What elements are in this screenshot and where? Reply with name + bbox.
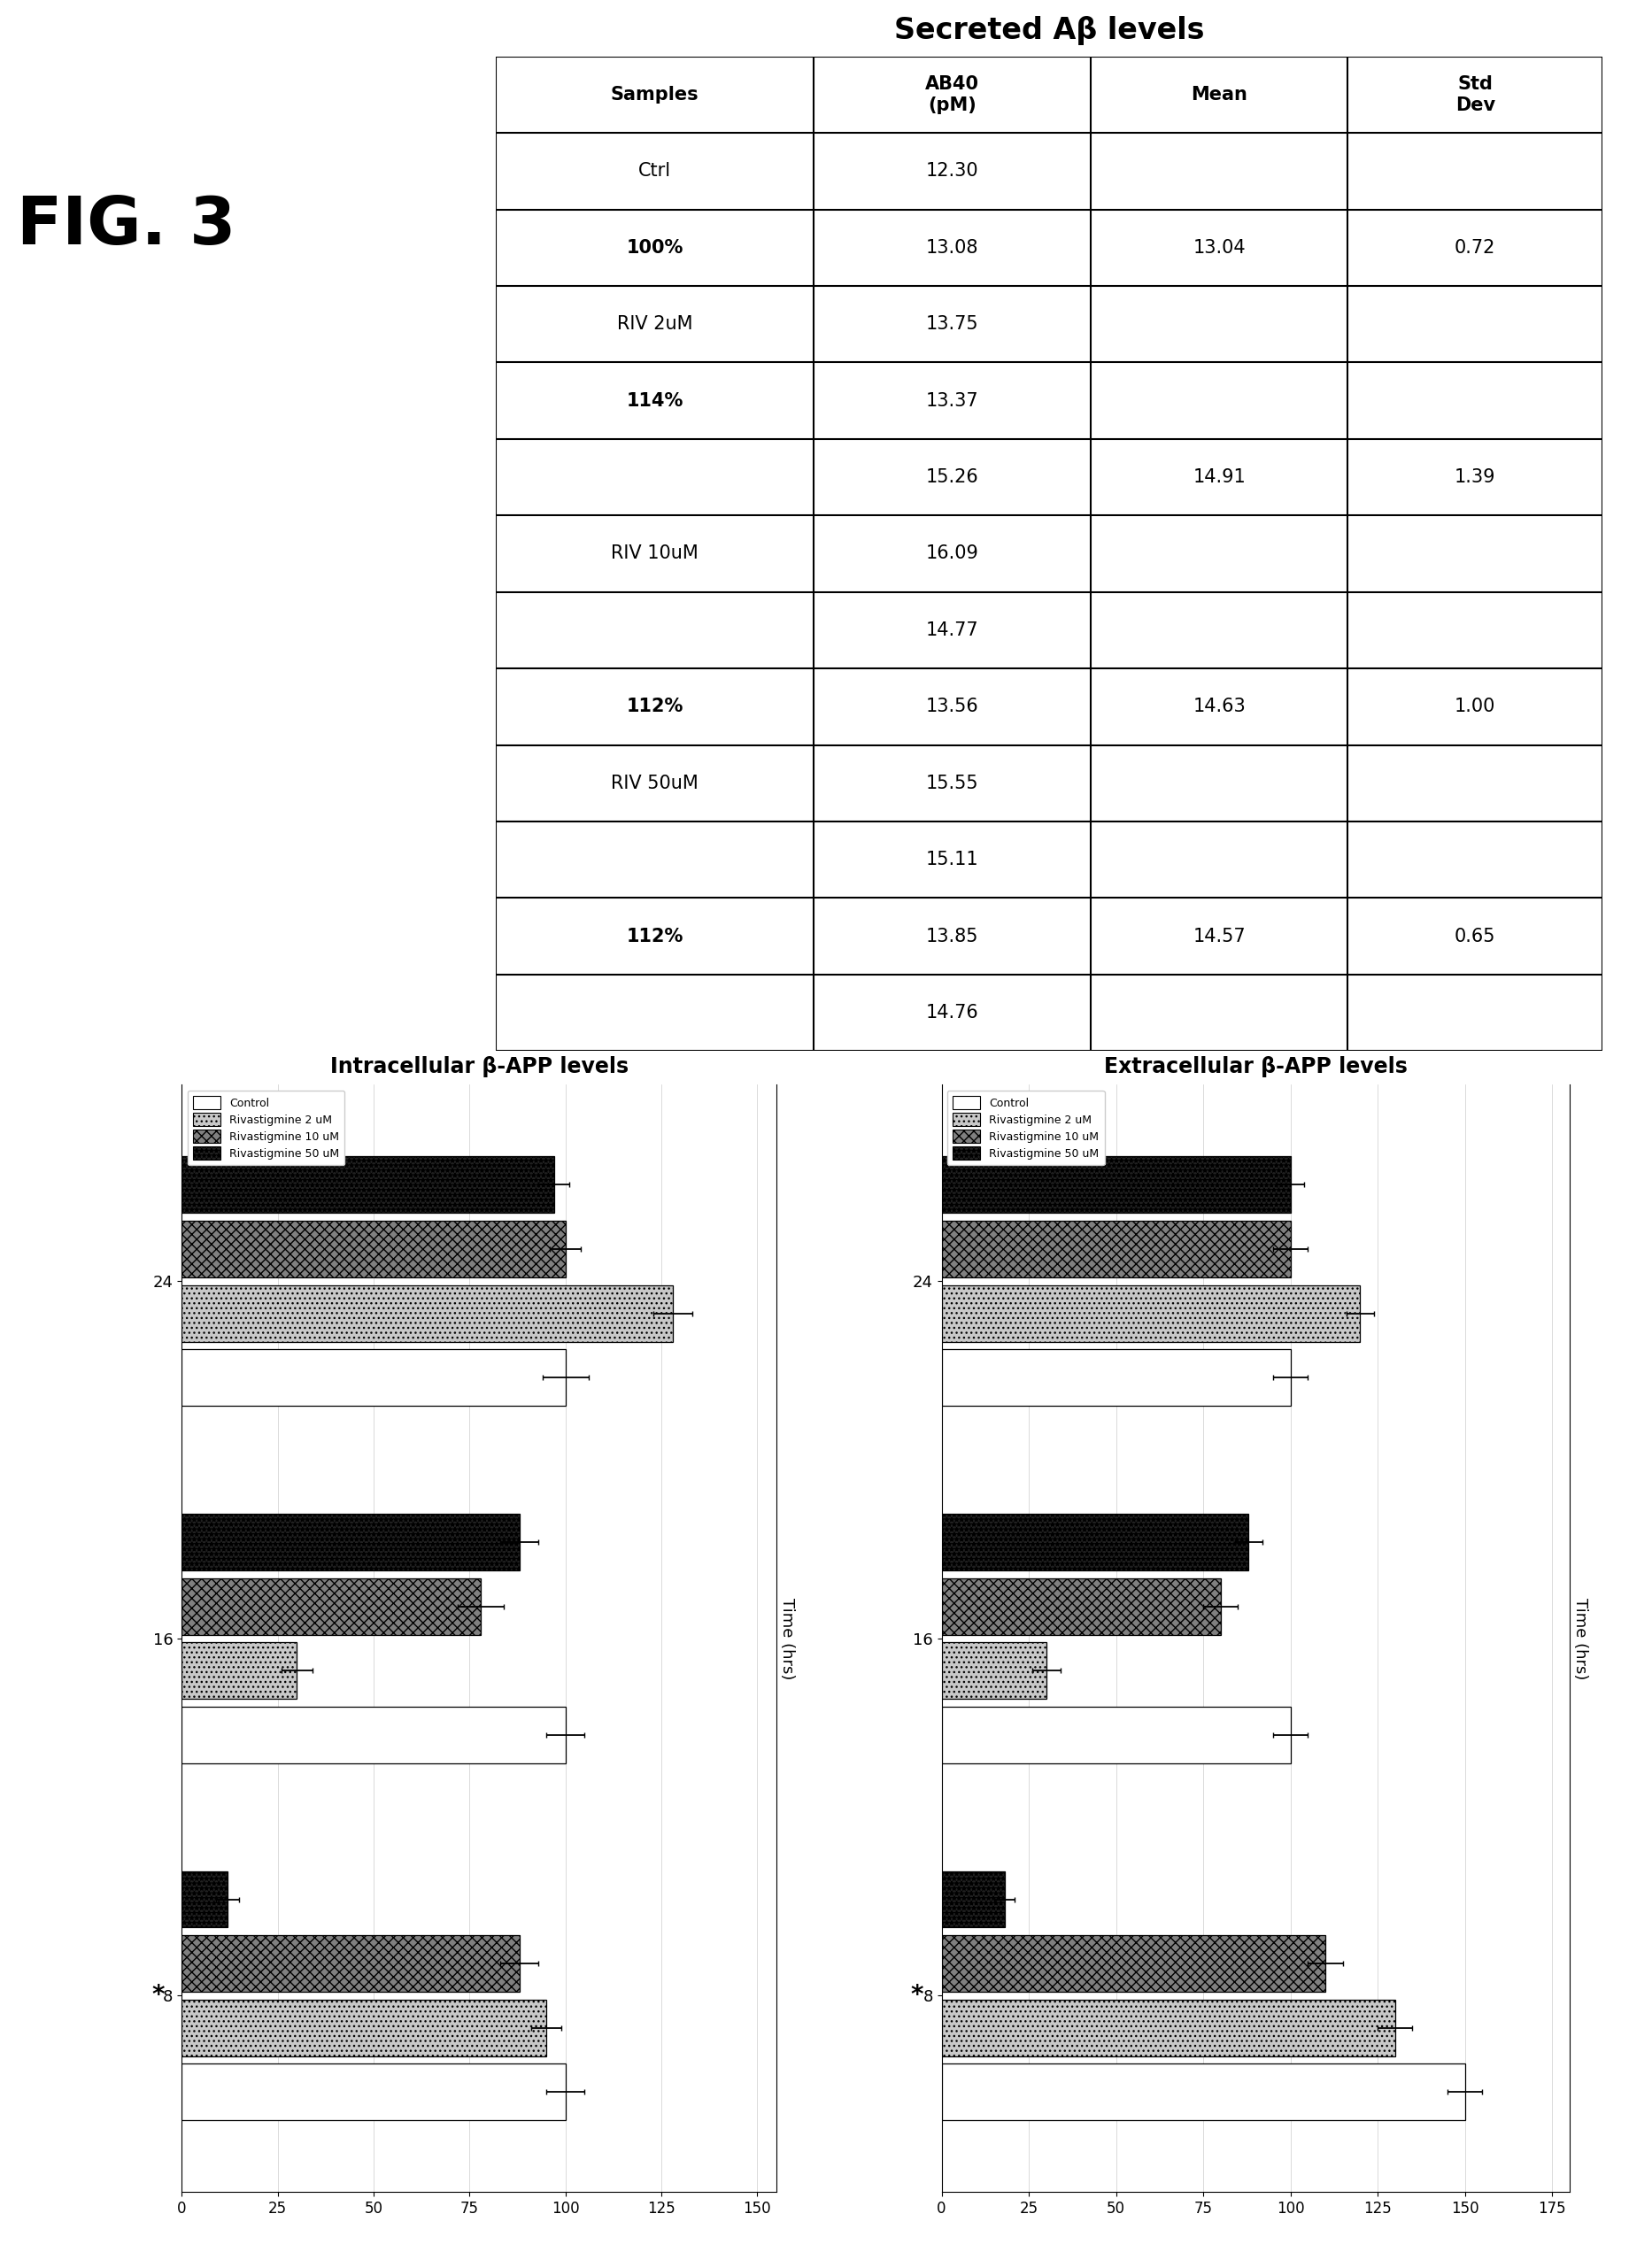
Title: Extracellular β-APP levels: Extracellular β-APP levels [1104,1055,1408,1078]
Bar [182,1577,481,1634]
Text: 13.85: 13.85 [925,927,978,945]
Bar [942,1514,1249,1571]
Text: Std
Dev: Std Dev [1455,75,1495,113]
Text: 13.75: 13.75 [925,316,978,332]
Text: 1.39: 1.39 [1454,468,1495,486]
Bar [182,2063,565,2120]
Text: 15.11: 15.11 [925,850,978,868]
Bar [182,1514,519,1571]
Text: RIV 2uM: RIV 2uM [616,316,692,332]
Text: FIG. 3: FIG. 3 [17,194,236,258]
Text: 114%: 114% [626,391,684,409]
Text: 12.30: 12.30 [925,163,978,181]
Text: 14.57: 14.57 [1193,927,1246,945]
Text: 14.63: 14.63 [1193,698,1246,716]
Text: *: * [910,1984,923,2009]
Text: *: * [152,1984,164,2009]
Text: Secreted Aβ levels: Secreted Aβ levels [894,16,1204,45]
Text: AB40
(pM): AB40 (pM) [925,75,980,113]
Bar [182,1706,565,1763]
Legend: Control, Rivastigmine 2 uM, Rivastigmine 10 uM, Rivastigmine 50 uM: Control, Rivastigmine 2 uM, Rivastigmine… [187,1089,345,1166]
Legend: Control, Rivastigmine 2 uM, Rivastigmine 10 uM, Rivastigmine 50 uM: Control, Rivastigmine 2 uM, Rivastigmine… [947,1089,1105,1166]
Bar [942,1577,1221,1634]
Text: 15.55: 15.55 [925,775,978,791]
Bar [182,2000,547,2057]
Bar [942,1935,1325,1991]
Text: RIV 50uM: RIV 50uM [611,775,699,791]
Text: 112%: 112% [626,927,684,945]
Bar [182,1935,519,1991]
Bar [942,1871,1004,1928]
Bar [942,1643,1046,1700]
Text: 14.91: 14.91 [1193,468,1246,486]
Y-axis label: Time (hrs): Time (hrs) [780,1598,795,1679]
Bar [942,1349,1290,1406]
Bar [942,2063,1465,2120]
Text: 15.26: 15.26 [925,468,978,486]
Bar [182,1220,565,1277]
Text: 13.37: 13.37 [925,391,978,409]
Text: Samples: Samples [611,86,699,104]
Bar [182,1643,297,1700]
Text: 0.72: 0.72 [1455,240,1495,258]
Bar [182,1286,672,1342]
Title: Intracellular β-APP levels: Intracellular β-APP levels [330,1055,628,1078]
Text: 100%: 100% [626,240,684,258]
Text: Mean: Mean [1191,86,1247,104]
Text: Ctrl: Ctrl [638,163,671,181]
Text: 1.00: 1.00 [1455,698,1495,716]
Bar [942,1220,1290,1277]
Text: RIV 10uM: RIV 10uM [611,545,699,563]
Text: 13.56: 13.56 [925,698,978,716]
Bar [942,1157,1290,1214]
Bar [942,2000,1394,2057]
Text: 14.77: 14.77 [925,622,978,640]
Bar [942,1286,1360,1342]
Y-axis label: Time (hrs): Time (hrs) [1573,1598,1588,1679]
Bar [182,1157,553,1214]
Bar [182,1871,228,1928]
Text: 16.09: 16.09 [925,545,978,563]
Text: 112%: 112% [626,698,684,716]
Text: 0.65: 0.65 [1454,927,1495,945]
Text: 14.76: 14.76 [925,1003,978,1022]
Text: 13.04: 13.04 [1193,240,1246,258]
Bar [942,1706,1290,1763]
Bar [182,1349,565,1406]
Text: 13.08: 13.08 [925,240,978,258]
